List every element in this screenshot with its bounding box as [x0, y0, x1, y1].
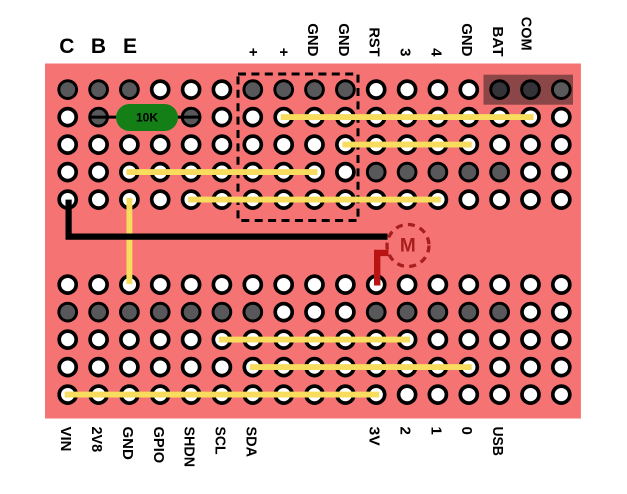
svg-text:BAT: BAT	[489, 26, 506, 56]
svg-text:0: 0	[458, 427, 475, 435]
svg-text:B: B	[91, 35, 106, 58]
svg-text:+: +	[275, 48, 292, 57]
svg-text:COM: COM	[517, 17, 534, 51]
svg-text:3V: 3V	[366, 427, 383, 446]
svg-text:10K: 10K	[136, 111, 158, 125]
svg-text:RST: RST	[366, 27, 383, 56]
svg-text:4: 4	[427, 48, 444, 57]
svg-text:E: E	[123, 35, 137, 58]
svg-text:USB: USB	[489, 427, 506, 457]
svg-text:SHDN: SHDN	[181, 427, 198, 468]
svg-text:2V8: 2V8	[88, 427, 105, 453]
svg-text:SDA: SDA	[242, 427, 259, 458]
svg-text:GND: GND	[119, 427, 136, 460]
svg-text:3: 3	[397, 48, 414, 56]
svg-text:M: M	[400, 236, 416, 257]
svg-text:1: 1	[427, 427, 444, 435]
svg-text:SCL: SCL	[212, 427, 229, 455]
svg-text:VIN: VIN	[57, 427, 74, 452]
svg-text:GND: GND	[304, 23, 321, 56]
svg-text:2: 2	[397, 427, 414, 435]
svg-text:C: C	[59, 35, 74, 58]
svg-text:+: +	[244, 48, 261, 57]
svg-text:GPIO: GPIO	[150, 427, 167, 464]
svg-text:GND: GND	[335, 23, 352, 56]
svg-text:GND: GND	[458, 23, 475, 56]
